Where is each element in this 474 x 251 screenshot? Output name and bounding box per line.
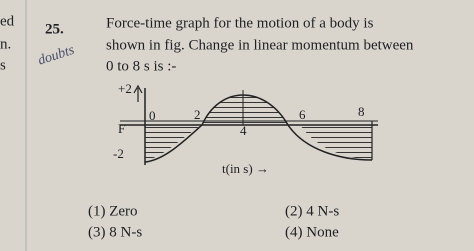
question-number: 25. — [45, 21, 64, 37]
x-label: 2 — [194, 107, 201, 122]
option: (2) 4 N-s — [285, 203, 339, 219]
question-line: 0 to 8 s is :- — [106, 58, 176, 74]
force-curve — [144, 94, 373, 163]
shaded-area — [300, 125, 372, 160]
x-axis-label: t(in s) → — [222, 161, 269, 176]
margin-text: n. — [0, 36, 11, 52]
option: (3) 8 N-s — [88, 224, 142, 240]
shaded-area — [145, 125, 202, 160]
option: (1) Zero — [88, 203, 138, 219]
x-label: 6 — [299, 107, 306, 122]
figure: +2 F -2 0 2 4 6 8 t(in s) → — [113, 81, 378, 176]
axis-arrow — [133, 84, 143, 94]
margin-text: s — [0, 57, 6, 73]
y-label: +2 — [118, 81, 132, 96]
option: (4) None — [285, 224, 339, 240]
question-line: Force-time graph for the motion of a bod… — [106, 15, 374, 31]
margin-text: ed — [0, 13, 15, 29]
question-line: shown in fig. Change in linear momentum … — [106, 37, 414, 53]
x-label: 4 — [240, 123, 247, 138]
x-label: 8 — [358, 104, 365, 119]
y-label: F — [118, 121, 125, 136]
x-label: 0 — [149, 108, 156, 123]
y-label: -2 — [113, 146, 124, 161]
